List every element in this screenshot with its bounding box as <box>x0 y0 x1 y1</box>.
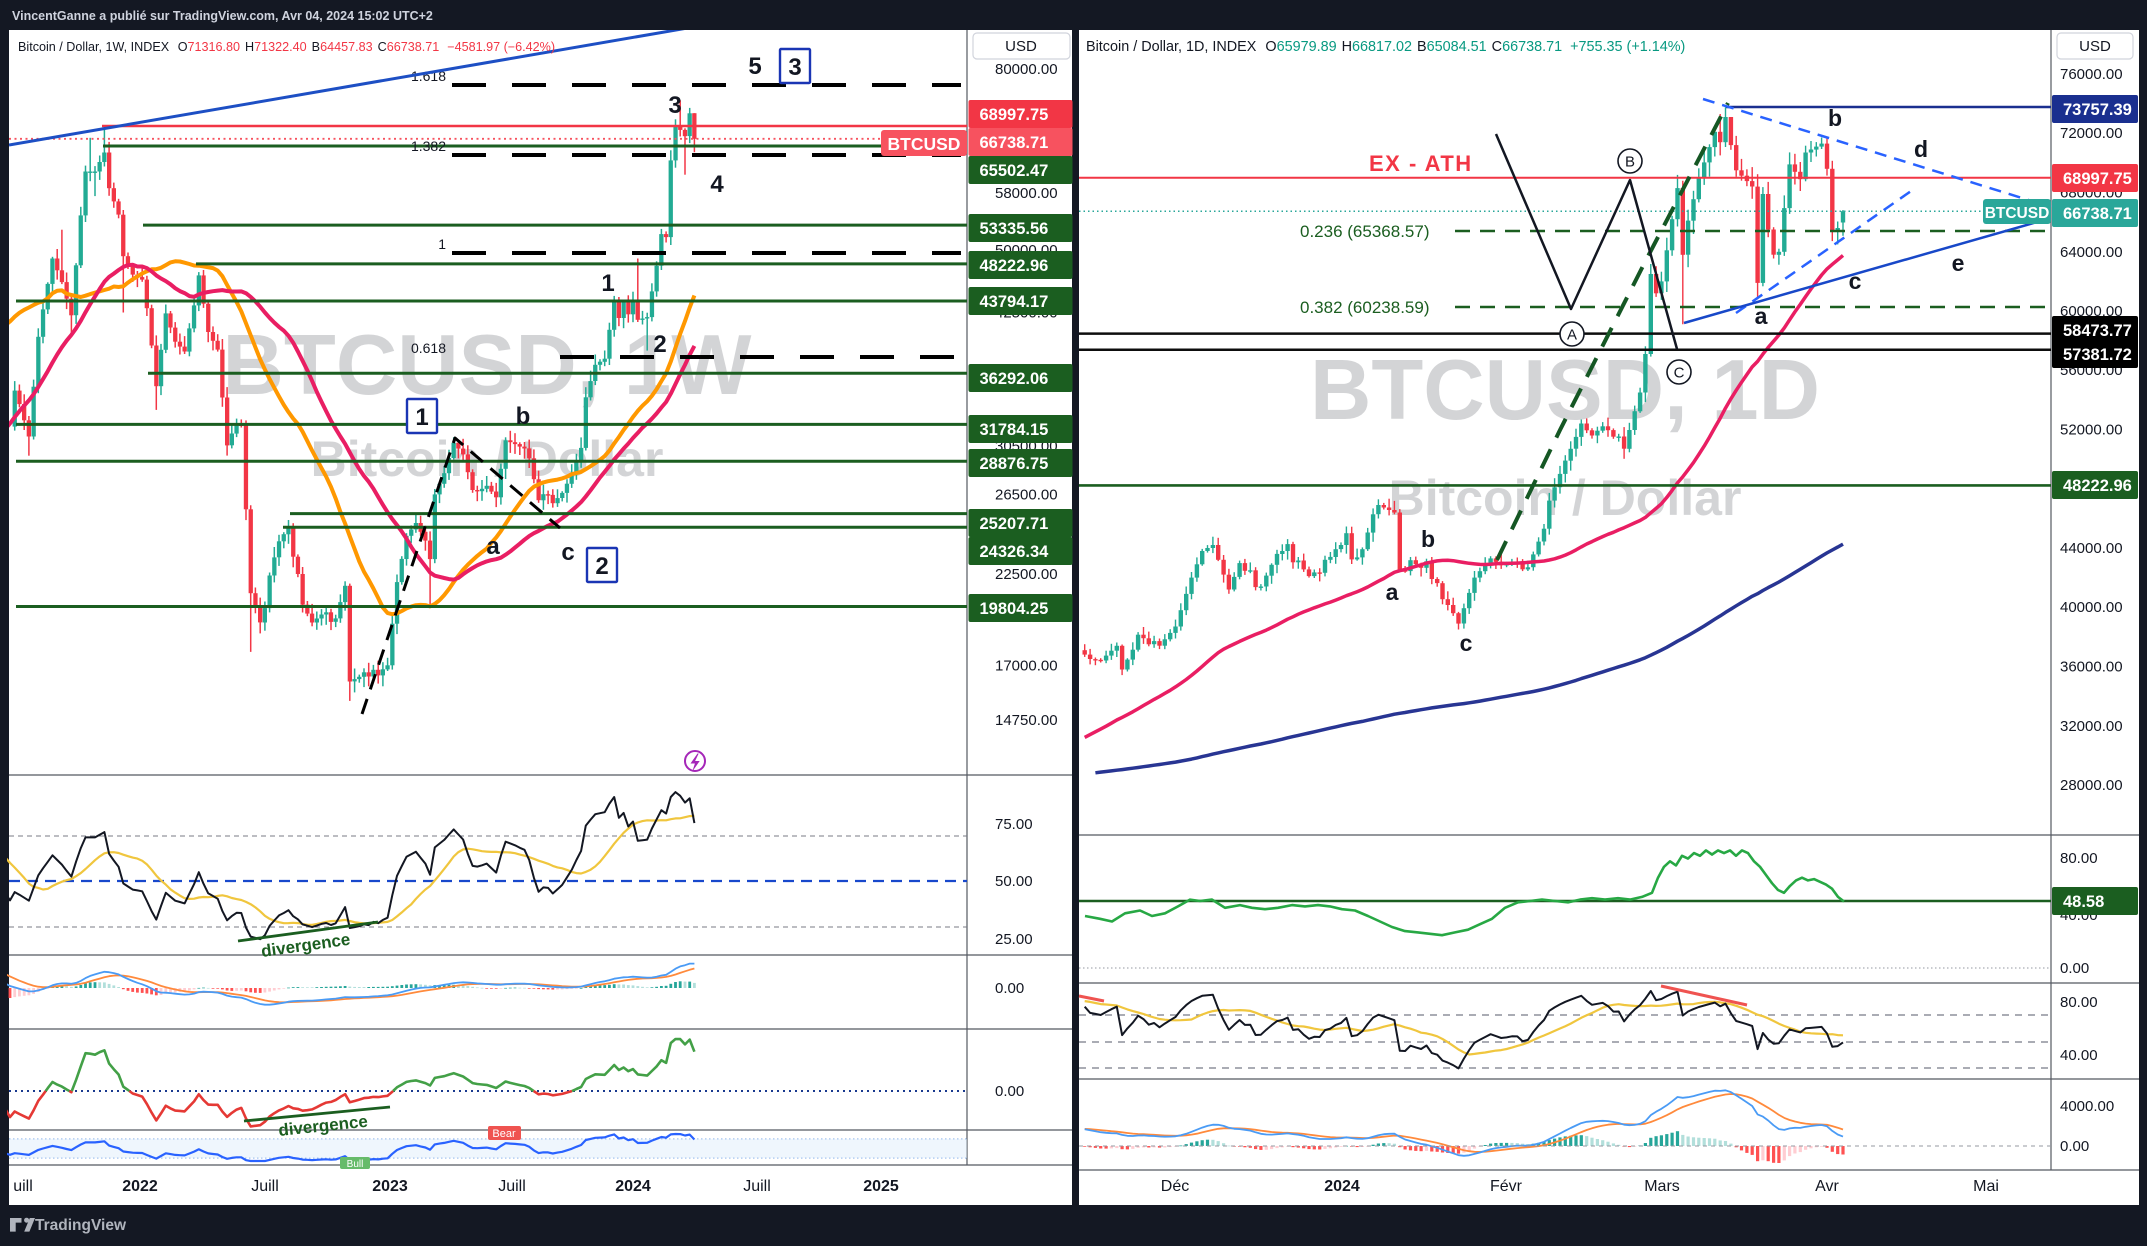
svg-text:Mars: Mars <box>1644 1178 1680 1195</box>
svg-text:52000.00: 52000.00 <box>2060 422 2123 439</box>
svg-text:5: 5 <box>748 53 761 80</box>
svg-text:b: b <box>516 403 531 430</box>
svg-text:76000.00: 76000.00 <box>2060 66 2123 83</box>
svg-text:66738.71: 66738.71 <box>980 134 1049 152</box>
svg-text:68997.75: 68997.75 <box>2063 170 2132 188</box>
svg-text:1: 1 <box>438 236 446 252</box>
svg-text:Juill: Juill <box>743 1178 771 1195</box>
svg-text:USD: USD <box>1005 38 1037 55</box>
svg-text:68997.75: 68997.75 <box>980 106 1049 124</box>
svg-text:B: B <box>1625 154 1635 171</box>
svg-text:60000.00: 60000.00 <box>2060 303 2123 320</box>
svg-text:80.00: 80.00 <box>2060 850 2098 867</box>
svg-text:36292.06: 36292.06 <box>980 370 1049 388</box>
svg-text:Bitcoin / Dollar, 1D, INDEX O6: Bitcoin / Dollar, 1D, INDEX O65979.89 H66… <box>1086 39 1685 55</box>
svg-text:58473.77: 58473.77 <box>2063 322 2132 340</box>
svg-text:72000.00: 72000.00 <box>2060 125 2123 142</box>
svg-text:48.58: 48.58 <box>2063 893 2104 911</box>
svg-text:28876.75: 28876.75 <box>980 455 1049 473</box>
svg-text:EX - ATH: EX - ATH <box>1369 151 1473 176</box>
svg-text:1.382: 1.382 <box>411 138 446 154</box>
svg-text:25207.71: 25207.71 <box>980 515 1049 533</box>
svg-text:26500.00: 26500.00 <box>995 486 1058 503</box>
svg-text:BTCUSD, 1W: BTCUSD, 1W <box>223 318 753 413</box>
svg-text:Mai: Mai <box>1973 1178 1999 1195</box>
svg-text:40000.00: 40000.00 <box>2060 599 2123 616</box>
svg-text:0.00: 0.00 <box>995 980 1024 997</box>
svg-text:a: a <box>1386 579 1399 605</box>
svg-text:2: 2 <box>653 331 666 358</box>
svg-text:1: 1 <box>415 404 428 431</box>
svg-text:36000.00: 36000.00 <box>2060 659 2123 676</box>
svg-text:2022: 2022 <box>122 1178 158 1195</box>
svg-text:57381.72: 57381.72 <box>2063 346 2132 364</box>
svg-text:53335.56: 53335.56 <box>980 220 1049 238</box>
svg-text:A: A <box>1567 327 1577 344</box>
svg-text:80000.00: 80000.00 <box>995 61 1058 78</box>
svg-text:48222.96: 48222.96 <box>2063 477 2132 495</box>
svg-text:50.00: 50.00 <box>995 873 1033 890</box>
svg-text:C: C <box>1674 365 1685 382</box>
svg-text:43794.17: 43794.17 <box>980 293 1049 311</box>
svg-text:uill: uill <box>13 1178 33 1195</box>
svg-text:b: b <box>1421 526 1435 552</box>
svg-text:0.00: 0.00 <box>2060 1138 2089 1155</box>
svg-text:2024: 2024 <box>1324 1178 1360 1195</box>
svg-text:58000.00: 58000.00 <box>995 185 1058 202</box>
svg-text:2024: 2024 <box>615 1178 651 1195</box>
svg-text:14750.00: 14750.00 <box>995 712 1058 729</box>
svg-text:0.618: 0.618 <box>411 340 446 356</box>
svg-text:VincentGanne a publié sur Trad: VincentGanne a publié sur TradingView.co… <box>12 9 433 23</box>
svg-text:0.382 (60238.59): 0.382 (60238.59) <box>1300 298 1430 317</box>
svg-text:Juill: Juill <box>498 1178 526 1195</box>
svg-text:25.00: 25.00 <box>995 931 1033 948</box>
svg-text:Bull: Bull <box>347 1159 364 1170</box>
svg-text:19804.25: 19804.25 <box>980 600 1049 618</box>
svg-text:BTCUSD: BTCUSD <box>1985 205 2050 222</box>
svg-text:80.00: 80.00 <box>2060 994 2098 1011</box>
svg-text:4000.00: 4000.00 <box>2060 1098 2114 1115</box>
svg-text:24326.34: 24326.34 <box>980 543 1050 561</box>
svg-text:2025: 2025 <box>863 1178 899 1195</box>
svg-text:2023: 2023 <box>372 1178 408 1195</box>
svg-text:0.236 (65368.57): 0.236 (65368.57) <box>1300 222 1430 241</box>
svg-text:64000.00: 64000.00 <box>2060 244 2123 261</box>
svg-text:3: 3 <box>668 92 681 119</box>
svg-text:22500.00: 22500.00 <box>995 566 1058 583</box>
svg-text:Juill: Juill <box>251 1178 279 1195</box>
svg-text:a: a <box>1755 303 1768 329</box>
svg-text:Févr: Févr <box>1490 1178 1523 1195</box>
svg-text:4: 4 <box>710 171 724 198</box>
svg-text:c: c <box>561 539 574 566</box>
svg-text:d: d <box>1914 136 1928 162</box>
svg-text:32000.00: 32000.00 <box>2060 718 2123 735</box>
svg-text:Déc: Déc <box>1161 1178 1189 1195</box>
svg-text:31784.15: 31784.15 <box>980 421 1049 439</box>
svg-text:44000.00: 44000.00 <box>2060 540 2123 557</box>
svg-text:0.00: 0.00 <box>2060 960 2089 977</box>
svg-text:USD: USD <box>2079 38 2111 55</box>
svg-text:a: a <box>486 533 500 560</box>
svg-text:Avr: Avr <box>1815 1178 1839 1195</box>
svg-text:1: 1 <box>601 270 614 297</box>
svg-text:48222.96: 48222.96 <box>980 257 1049 275</box>
svg-text:0.00: 0.00 <box>995 1083 1024 1100</box>
svg-text:40.00: 40.00 <box>2060 1047 2098 1064</box>
svg-text:TradingView: TradingView <box>35 1217 127 1234</box>
svg-text:3: 3 <box>788 54 801 81</box>
svg-text:66738.71: 66738.71 <box>2063 205 2132 223</box>
svg-text:28000.00: 28000.00 <box>2060 777 2123 794</box>
svg-text:BTCUSD: BTCUSD <box>888 134 961 154</box>
svg-text:2: 2 <box>595 553 608 580</box>
svg-text:17000.00: 17000.00 <box>995 657 1058 674</box>
svg-text:75.00: 75.00 <box>995 816 1033 833</box>
svg-text:Bear: Bear <box>492 1128 516 1140</box>
svg-text:c: c <box>1460 630 1473 656</box>
svg-text:73757.39: 73757.39 <box>2063 101 2132 119</box>
svg-text:e: e <box>1952 250 1965 276</box>
svg-text:Bitcoin / Dollar, 1W, INDEX O7: Bitcoin / Dollar, 1W, INDEX O71316.80 H71… <box>18 40 555 54</box>
svg-text:c: c <box>1849 268 1862 294</box>
svg-text:65502.47: 65502.47 <box>980 162 1049 180</box>
svg-text:b: b <box>1828 105 1842 131</box>
